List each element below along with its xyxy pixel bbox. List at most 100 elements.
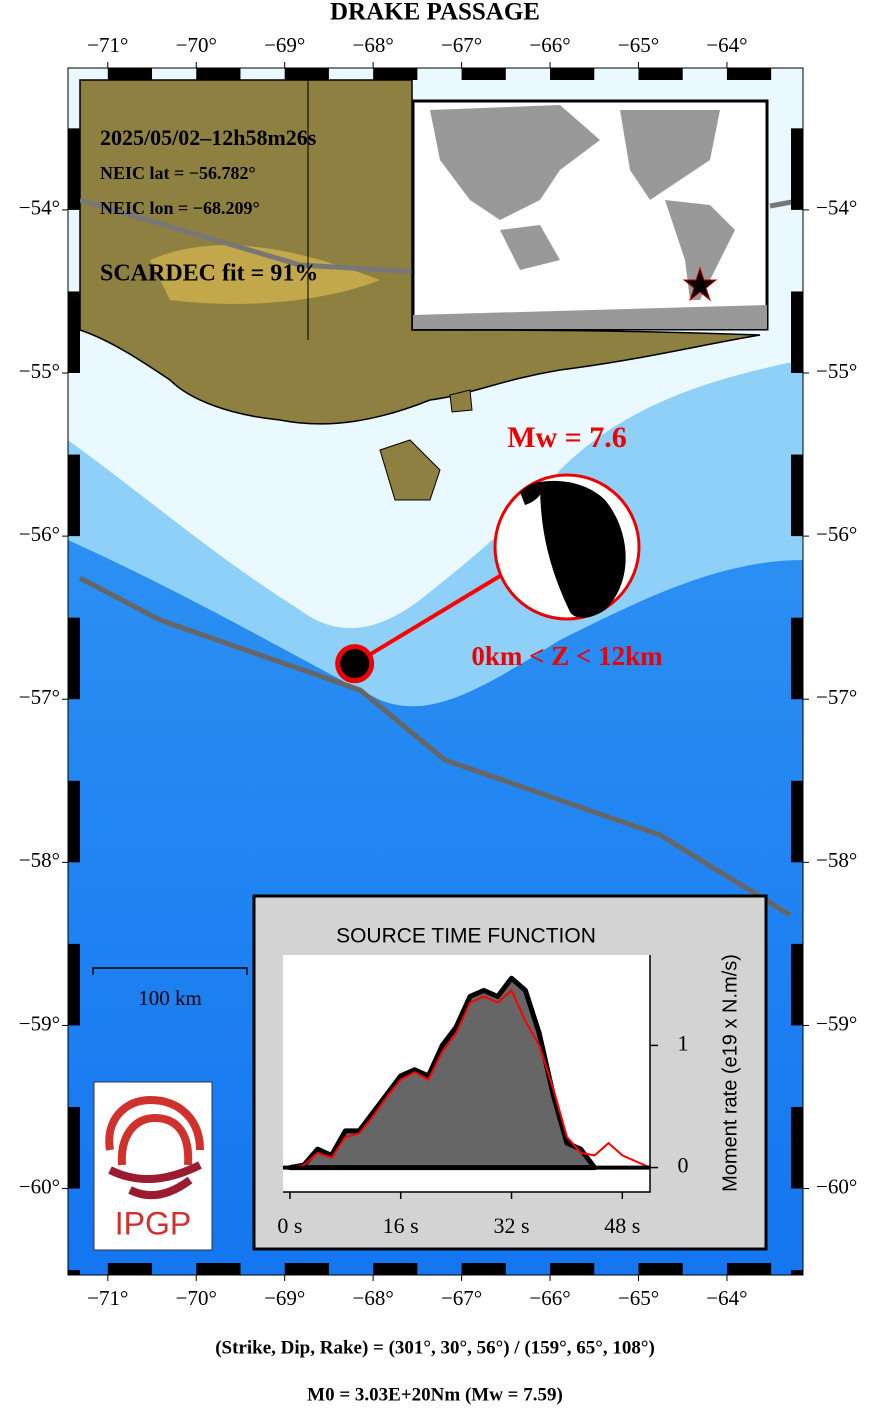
lon-tick-label: −68° [353, 1286, 394, 1310]
island [379, 439, 441, 501]
frame-segment [461, 1263, 506, 1275]
stf-inset: SOURCE TIME FUNCTION Moment rate (e19 x … [252, 894, 768, 1251]
info-line: NEIC lon = −68.209° [100, 198, 260, 218]
frame-segment [791, 617, 803, 700]
logo: IPGP [93, 1081, 213, 1251]
frame-segment [638, 68, 683, 80]
frame-segment [284, 1263, 329, 1275]
lat-tick-label: −57° [19, 685, 60, 709]
frame-segment [461, 68, 506, 80]
frame-segment [196, 1263, 241, 1275]
lon-tick-label: −69° [264, 1286, 305, 1310]
frame-segment [68, 943, 80, 1026]
connector [353, 574, 502, 666]
lon-tick-label: −67° [441, 33, 482, 57]
frame-segment [791, 291, 803, 374]
lon-tick-label: −65° [618, 1286, 659, 1310]
frame-segment [550, 1263, 595, 1275]
info-line: SCARDEC fit = 91% [100, 261, 318, 287]
x-tick-label: 16 s [383, 1213, 419, 1238]
lat-tick-label: −57° [816, 685, 857, 709]
lat-tick-label: −56° [19, 522, 60, 546]
lat-tick-label: −55° [19, 359, 60, 383]
frame-segment [68, 1106, 80, 1189]
lat-tick-label: −58° [816, 848, 857, 872]
frame-segment [791, 1270, 803, 1275]
frame-segment [68, 128, 80, 210]
beachball-quadrant [520, 482, 542, 505]
lat-tick-label: −55° [816, 359, 857, 383]
lat-tick-label: −59° [19, 1011, 60, 1035]
lon-tick-label: −70° [176, 1286, 217, 1310]
frame-segment [373, 1263, 418, 1275]
map-frame: −71° −71° −70° −70° −69° −69° −68° −68° −67° −67°… [19, 33, 858, 1310]
stf-axes [283, 955, 651, 1193]
scale-label: 100 km [138, 986, 202, 1010]
magnitude-label: Mw = 7.6 [507, 421, 627, 454]
y-tick-label: 0 [678, 1153, 689, 1178]
scale-bar: 100 km [92, 967, 248, 1010]
lon-tick-label: −64° [706, 1286, 747, 1310]
lon-tick-label: −71° [87, 33, 128, 57]
frame-segment [791, 780, 803, 863]
lon-tick-label: −71° [87, 1286, 128, 1310]
event-info: 2025/05/02–12h58m26s NEIC lat = −56.782° N… [100, 125, 318, 286]
lon-tick-label: −67° [441, 1286, 482, 1310]
lat-tick-label: −54° [816, 196, 857, 220]
plate-boundary [79, 197, 421, 275]
info-line: NEIC lat = −56.782° [100, 163, 256, 183]
lon-tick-label: −68° [353, 33, 394, 57]
island [449, 389, 473, 413]
logo-arc [108, 1161, 202, 1200]
highland [150, 245, 380, 304]
lat-tick-label: −54° [19, 196, 60, 220]
land [79, 79, 761, 425]
continent [500, 225, 560, 270]
logo-arc [105, 1095, 204, 1151]
frame-segment [196, 68, 241, 80]
map-title: DRAKE PASSAGE [330, 0, 540, 26]
epicenter [335, 644, 375, 684]
lon-tick-label: −65° [618, 33, 659, 57]
frame-segment [107, 1263, 153, 1275]
lat-tick-label: −58° [19, 848, 60, 872]
footer-line: M0 = 3.03E+20Nm (Mw = 7.59) [307, 1384, 563, 1405]
beachball-quadrant [540, 480, 626, 618]
plate-boundary [78, 575, 792, 918]
frame-segment [791, 943, 803, 1026]
info-line: 2025/05/02–12h58m26s [100, 125, 317, 150]
frame-segment [284, 68, 329, 80]
lon-tick-label: −64° [706, 33, 747, 57]
frame-segment [638, 1263, 683, 1275]
frame-segment [107, 68, 153, 80]
frame-segment [373, 68, 418, 80]
event-star [682, 266, 718, 302]
logo-text: IPGP [115, 1205, 191, 1241]
frame-segment [550, 68, 595, 80]
frame-segment [68, 780, 80, 863]
frame-segment [791, 454, 803, 537]
lon-tick-label: −66° [529, 33, 570, 57]
x-tick-label: 32 s [493, 1213, 529, 1238]
continent [430, 105, 600, 220]
stf-area [287, 975, 598, 1171]
lon-tick-label: −66° [529, 1286, 570, 1310]
world-inset [411, 99, 769, 331]
frame-segment [68, 1270, 80, 1275]
y-tick-label: 1 [678, 1030, 689, 1055]
stf-y-label: Moment rate (e19 x N.m/s) [719, 954, 741, 1192]
frame-segment [791, 128, 803, 210]
frame-segment [726, 68, 772, 80]
lat-tick-label: −56° [816, 522, 857, 546]
lon-tick-label: −69° [264, 33, 305, 57]
focal-mechanism [493, 473, 641, 621]
lat-tick-label: −59° [816, 1011, 857, 1035]
antarctica [413, 305, 767, 329]
lat-tick-label: −60° [816, 1174, 857, 1198]
x-tick-label: 48 s [604, 1213, 640, 1238]
x-tick-label: 0 s [277, 1213, 302, 1238]
lat-tick-label: −60° [19, 1174, 60, 1198]
depth-label: 0km < Z < 12km [471, 641, 663, 671]
scale-line [92, 967, 248, 975]
